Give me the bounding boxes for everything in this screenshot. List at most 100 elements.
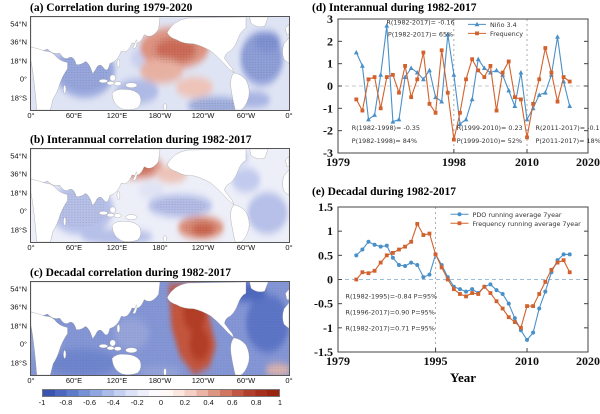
- lat-tick-label: 0°: [19, 339, 27, 349]
- y-tick-label: 3: [327, 12, 333, 26]
- stat-annotation: R(1999-2010)= 0.23: [457, 124, 523, 132]
- colorbar-gradient: [42, 389, 280, 397]
- svg-text:Frequency running average 7yea: Frequency running average 7year: [473, 220, 582, 228]
- panel-c-map: 54°N 36°N 18°N 0° 18°S 0° 60°E 120°E 180°W 120°W…: [10, 281, 293, 385]
- lon-tick-label: 180°: [152, 243, 168, 252]
- legend-entry: Frequency running average 7year: [450, 220, 582, 228]
- x-tick-label: 1998: [442, 155, 466, 169]
- colorbar-tick-labels: -1 -0.8 -0.6 -0.4 -0.2 0 0.2 0.4 0.6 0.8 1: [38, 397, 283, 408]
- legend-entry: Frequency: [468, 30, 523, 38]
- series-line-0: [355, 25, 571, 126]
- colorbar-tick-label: 0.8: [250, 398, 262, 407]
- colorbar-tick-label: 0.4: [203, 398, 214, 407]
- lat-tick-label: 0°: [19, 206, 27, 216]
- lon-tick-label: 120°W: [191, 376, 215, 385]
- colorbar-tick-label: -0.8: [59, 398, 73, 407]
- y-tick-label: -2: [323, 124, 333, 138]
- stat-annotation: R(1982-1995)=-0.84 P=95%: [346, 292, 438, 300]
- y-tick-label: 1.5: [318, 200, 333, 214]
- lat-tick-label: 18°N: [10, 321, 27, 331]
- panel-b-field: [31, 149, 289, 242]
- panel-a-map: 54°N 36°N 18°N 0° 18°S 0° 60°E 120°E 180°W 120°W…: [10, 16, 293, 120]
- lon-tick-label: 0°: [285, 111, 293, 120]
- series-line-0: [355, 241, 570, 341]
- panel-a-field: [31, 17, 289, 110]
- x-tick-label: 1995: [424, 354, 448, 368]
- svg-text:PDO running average 7year: PDO running average 7year: [473, 211, 562, 219]
- panel-c-field: [31, 282, 289, 375]
- lon-tick-label: 180°W: [148, 111, 172, 120]
- panel-a: (a) Correlation during 1979-2020: [10, 2, 293, 120]
- lon-tick-label: 180°W: [148, 376, 172, 385]
- y-tick-label: -1.5: [314, 345, 333, 359]
- lat-tick-label: 54°N: [10, 284, 27, 293]
- legend-entry: PDO running average 7year: [450, 211, 562, 219]
- y-tick-label: -0.5: [314, 297, 333, 311]
- x-tick-label: 2010: [515, 354, 539, 368]
- y-tick-label: -1: [323, 101, 333, 115]
- x-tick-label: 2020: [576, 155, 600, 169]
- y-tick-label: 0: [327, 273, 333, 287]
- lon-tick-label: 0°: [285, 376, 293, 385]
- lon-tick-label: 120°E: [106, 243, 128, 252]
- lat-tick-label: 18°S: [10, 358, 27, 368]
- lon-tick-label: 120°E: [106, 376, 128, 385]
- x-tick-label: 2010: [515, 155, 539, 169]
- lat-tick-label: 18°S: [10, 93, 27, 103]
- colorbar-tick-label: -0.4: [106, 398, 120, 407]
- colorbar-tick-label: 1: [277, 398, 283, 407]
- x-tick-label: 1979: [326, 354, 350, 368]
- lon-tick-label: 120°W: [191, 111, 215, 120]
- lat-tick-label: 54°N: [10, 19, 27, 28]
- y-tick-label: 1: [327, 224, 333, 238]
- stat-annotation: R(2011-2017)= -0.11: [536, 124, 600, 132]
- lat-tick-label: 18°N: [10, 188, 27, 198]
- lat-tick-label: 36°N: [10, 302, 27, 312]
- panel-d-title: (d) Interannual during 1982-2017: [312, 2, 477, 14]
- colorbar-tick-label: -0.2: [130, 398, 144, 407]
- panel-c-title: (c) Decadal correlation during 1982-2017: [30, 267, 232, 279]
- svg-text:Frequency: Frequency: [490, 30, 523, 38]
- panel-c-lat-axis: 54°N 36°N 18°N 0° 18°S: [1, 282, 29, 375]
- lon-tick-label: 60°W: [236, 111, 256, 120]
- stat-annotation: R(1996-2017)=0.90 P=95%: [346, 308, 435, 316]
- colorbar-tick-label: -1: [38, 398, 46, 407]
- panel-b: (b) Interannual correlation during 1982-…: [10, 134, 293, 252]
- stat-annotation: R(1982-1998)= -0.35: [352, 124, 420, 132]
- lon-tick-label: 120°E: [106, 111, 128, 120]
- stat-annotation: P(1982-2017)= 65%: [388, 30, 453, 38]
- y-tick-label: 1: [327, 57, 333, 71]
- colorbar-tick-label: 0.2: [179, 398, 191, 407]
- lon-tick-label: 60°E: [65, 243, 83, 252]
- panel-c: (c) Decadal correlation during 1982-2017: [10, 267, 293, 385]
- x-axis-label: Year: [450, 370, 476, 385]
- lon-tick-label: 0°: [27, 243, 35, 252]
- panel-b-title: (b) Interannual correlation during 1982-…: [30, 134, 252, 146]
- y-tick-label: 0.5: [318, 248, 333, 262]
- y-tick-label: 2: [327, 34, 333, 48]
- lat-tick-label: 36°N: [10, 37, 27, 47]
- panel-b-lon-axis: 0° 60°E 120°E 180° 120°W 60°W 0°: [27, 242, 292, 253]
- stat-annotation: P(1999-2010)= 52%: [457, 137, 522, 145]
- y-tick-label: 0: [327, 79, 333, 93]
- stat-annotation: P(1982-1998)= 84%: [352, 137, 417, 145]
- panel-e-title: (e) Decadal during 1982-2017: [312, 186, 457, 198]
- lat-tick-label: 0°: [19, 74, 27, 84]
- panel-a-title: (a) Correlation during 1979-2020: [30, 2, 193, 14]
- colorbar-tick-label: 0: [158, 398, 164, 407]
- x-tick-label: 1979: [326, 155, 350, 169]
- panel-a-lon-axis: 0° 60°E 120°E 180°W 120°W 60°W 0°: [27, 110, 293, 121]
- panel-c-lon-axis: 0° 60°E 120°E 180°W 120°W 60°W 0°: [27, 375, 293, 386]
- lat-tick-label: 54°N: [10, 151, 27, 160]
- panel-b-lat-axis: 54°N 36°N 18°N 0° 18°S: [1, 149, 29, 242]
- lon-tick-label: 60°W: [236, 376, 256, 385]
- y-tick-label: -3: [323, 146, 333, 160]
- colorbar-tick-label: -0.6: [83, 398, 97, 407]
- lon-tick-label: 60°E: [65, 376, 83, 385]
- x-tick-label: 2020: [576, 354, 600, 368]
- lon-tick-label: 60°E: [65, 111, 83, 120]
- panel-b-map: 54°N 36°N 18°N 0° 18°S 0° 60°E 120°E 180° 120°W 6…: [10, 148, 293, 252]
- stat-annotation: R(1982-2017)= -0.16: [386, 18, 454, 26]
- lat-tick-label: 18°S: [10, 225, 27, 235]
